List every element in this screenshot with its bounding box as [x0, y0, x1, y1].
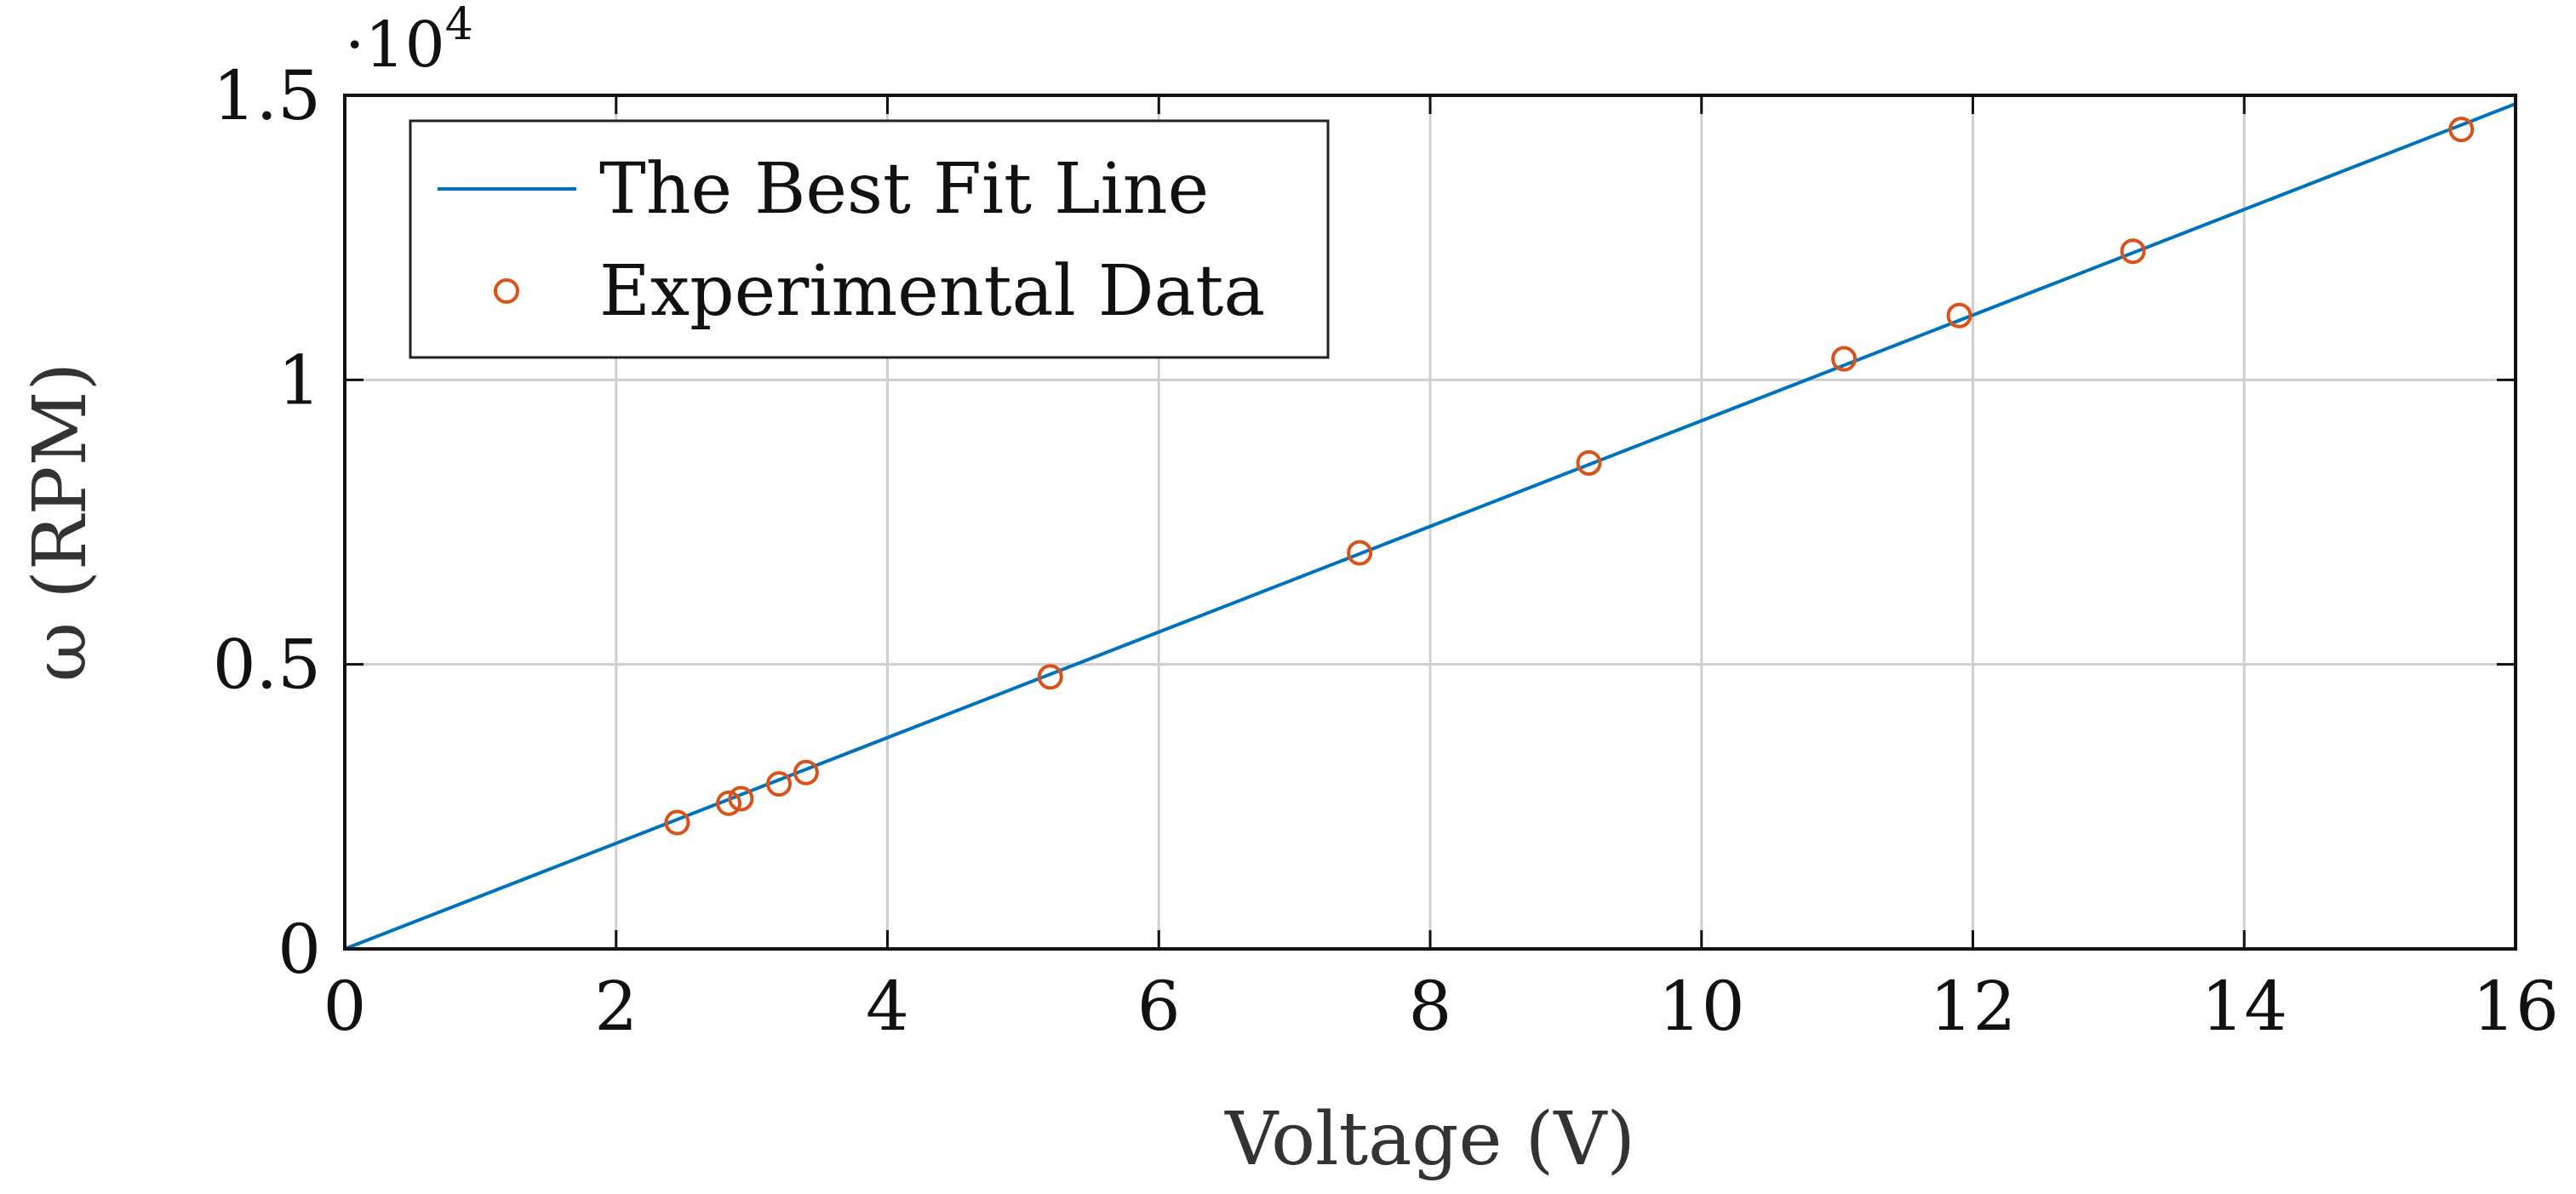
axis-ticks: 0 2 4 6 8 10 12 14 16 0 0.5 1 1.5: [213, 56, 2559, 1046]
legend-box: [409, 119, 1330, 359]
data-point: [2120, 238, 2146, 265]
legend-swatch-experimental-data: [494, 278, 519, 304]
best-fit-line: [344, 102, 2516, 951]
y-tick-label: 1: [278, 340, 321, 420]
x-tick-label: 10: [1658, 967, 1745, 1046]
data-point: [2448, 117, 2475, 143]
x-tick-label: 8: [1409, 967, 1452, 1046]
data-point: [766, 771, 792, 797]
y-axis-multiplier: ·104: [345, 0, 473, 82]
data-point: [1946, 302, 1972, 328]
data-point: [1347, 540, 1373, 566]
data-point: [728, 786, 754, 812]
legend-label-experimental-data: Experimental Data: [599, 251, 1265, 332]
x-tick-label: 0: [323, 967, 367, 1046]
x-tick-label: 16: [2472, 967, 2559, 1046]
y-multiplier-base: ·10: [345, 9, 445, 82]
x-tick-label: 14: [2201, 967, 2287, 1046]
y-tick-label: 1.5: [213, 56, 321, 135]
data-point: [1037, 664, 1063, 690]
x-tick-label: 2: [594, 967, 638, 1046]
data-point: [1576, 449, 1602, 476]
legend-label-best-fit-line: The Best Fit Line: [599, 149, 1209, 230]
data-point: [716, 790, 742, 816]
data-point: [793, 759, 819, 786]
y-tick-label: 0: [278, 910, 321, 989]
data-point: [1831, 346, 1858, 372]
y-axis-title: ω (RPM): [18, 363, 103, 682]
data-point: [664, 809, 690, 836]
y-multiplier-exponent: 4: [445, 0, 473, 50]
x-tick-label: 12: [1930, 967, 2017, 1046]
x-tick-label: 6: [1137, 967, 1181, 1046]
x-tick-label: 4: [866, 967, 909, 1046]
legend: The Best Fit Line Experimental Data: [409, 119, 1330, 359]
y-tick-label: 0.5: [213, 626, 321, 705]
x-axis-title: Voltage (V): [1224, 1097, 1635, 1182]
plot-area: [344, 102, 2516, 951]
